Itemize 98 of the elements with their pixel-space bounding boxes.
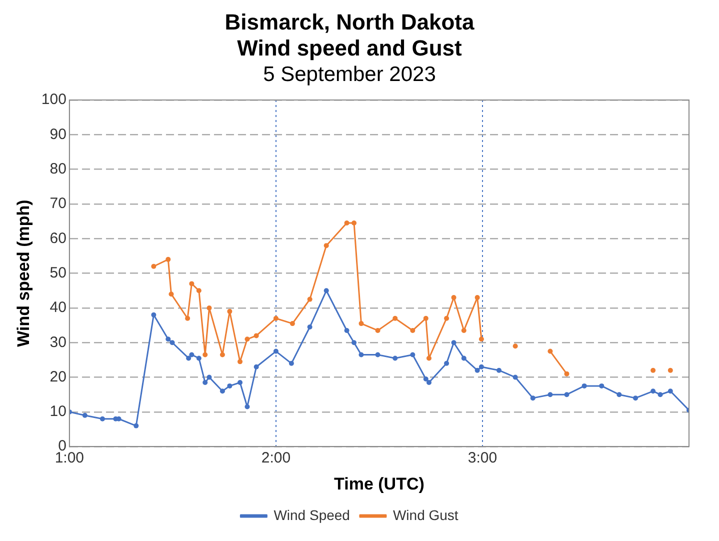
point (202, 352, 208, 358)
point (530, 396, 536, 401)
legend-label: Wind Speed (274, 506, 350, 523)
point (478, 364, 484, 370)
point (82, 412, 88, 418)
y-tick-label: 90 (50, 126, 66, 143)
point (564, 392, 570, 398)
point (474, 368, 480, 373)
y-tick-label: 30 (50, 334, 66, 351)
point (392, 316, 398, 321)
point (616, 392, 622, 398)
point (451, 340, 456, 346)
point (151, 264, 156, 269)
point (189, 352, 194, 358)
y-tick-label: 10 (50, 403, 66, 420)
point (668, 388, 673, 394)
point (170, 340, 175, 346)
point (564, 371, 570, 376)
point (307, 296, 312, 302)
point (650, 388, 656, 394)
y-axis-title: Wind speed (mph) (14, 200, 33, 347)
point (220, 352, 225, 358)
y-tick-label: 80 (50, 160, 66, 178)
point (244, 336, 250, 342)
point (324, 288, 329, 294)
point (599, 383, 604, 388)
y-tick-label: 100 (41, 91, 66, 108)
point (254, 364, 259, 370)
x-axis-title: Time (UTC) (334, 474, 424, 494)
point (496, 368, 502, 373)
point (186, 356, 192, 361)
point (461, 356, 466, 361)
point (206, 374, 212, 380)
point (426, 380, 432, 385)
legend-label: Wind Gust (392, 506, 458, 523)
point (238, 359, 243, 364)
point (633, 396, 638, 401)
point (166, 256, 171, 262)
point (227, 308, 232, 314)
point (512, 374, 518, 380)
point (658, 392, 663, 398)
point (582, 383, 587, 388)
chart-subtitle: 5 September 2023 (263, 63, 436, 86)
point (202, 380, 208, 385)
point (324, 243, 329, 248)
point (273, 348, 278, 354)
point (168, 292, 174, 297)
point (166, 336, 171, 342)
point (358, 352, 364, 358)
point (352, 340, 357, 346)
point (392, 356, 398, 361)
point (650, 368, 656, 373)
point (151, 312, 156, 318)
point (238, 380, 243, 385)
point (444, 316, 450, 321)
point (352, 220, 357, 226)
point (196, 356, 202, 361)
point (227, 383, 232, 388)
point (254, 333, 259, 338)
point (668, 368, 673, 373)
point (375, 352, 380, 358)
point (358, 321, 364, 326)
point (410, 328, 416, 333)
point (548, 348, 553, 354)
point (410, 352, 416, 358)
point (290, 321, 295, 326)
point (273, 316, 278, 321)
point (478, 336, 484, 342)
point (426, 356, 432, 361)
point (344, 328, 350, 333)
point (185, 316, 190, 321)
point (444, 360, 450, 366)
point (344, 220, 350, 226)
point (375, 328, 380, 333)
point (206, 305, 212, 310)
point (461, 328, 466, 333)
point (244, 404, 250, 410)
y-tick-label: 50 (50, 264, 66, 282)
point (512, 344, 518, 349)
point (196, 288, 202, 294)
y-tick-label: 20 (50, 368, 66, 386)
y-tick-label: 60 (50, 230, 66, 247)
point (134, 423, 139, 428)
point (548, 392, 553, 398)
point (451, 295, 456, 300)
y-tick-label: 70 (50, 195, 66, 212)
y-tick-label: 40 (50, 299, 66, 316)
x-tick-label: 3:00 (468, 450, 498, 467)
point (100, 416, 105, 422)
point (307, 324, 312, 330)
point (220, 388, 225, 394)
point (423, 316, 428, 321)
point (288, 360, 294, 366)
point (189, 281, 194, 286)
x-tick-label: 2:00 (261, 450, 291, 467)
point (474, 295, 480, 300)
chart-title: Bismarck, North Dakota Wind speed and Gust (224, 9, 475, 61)
point (423, 376, 428, 382)
